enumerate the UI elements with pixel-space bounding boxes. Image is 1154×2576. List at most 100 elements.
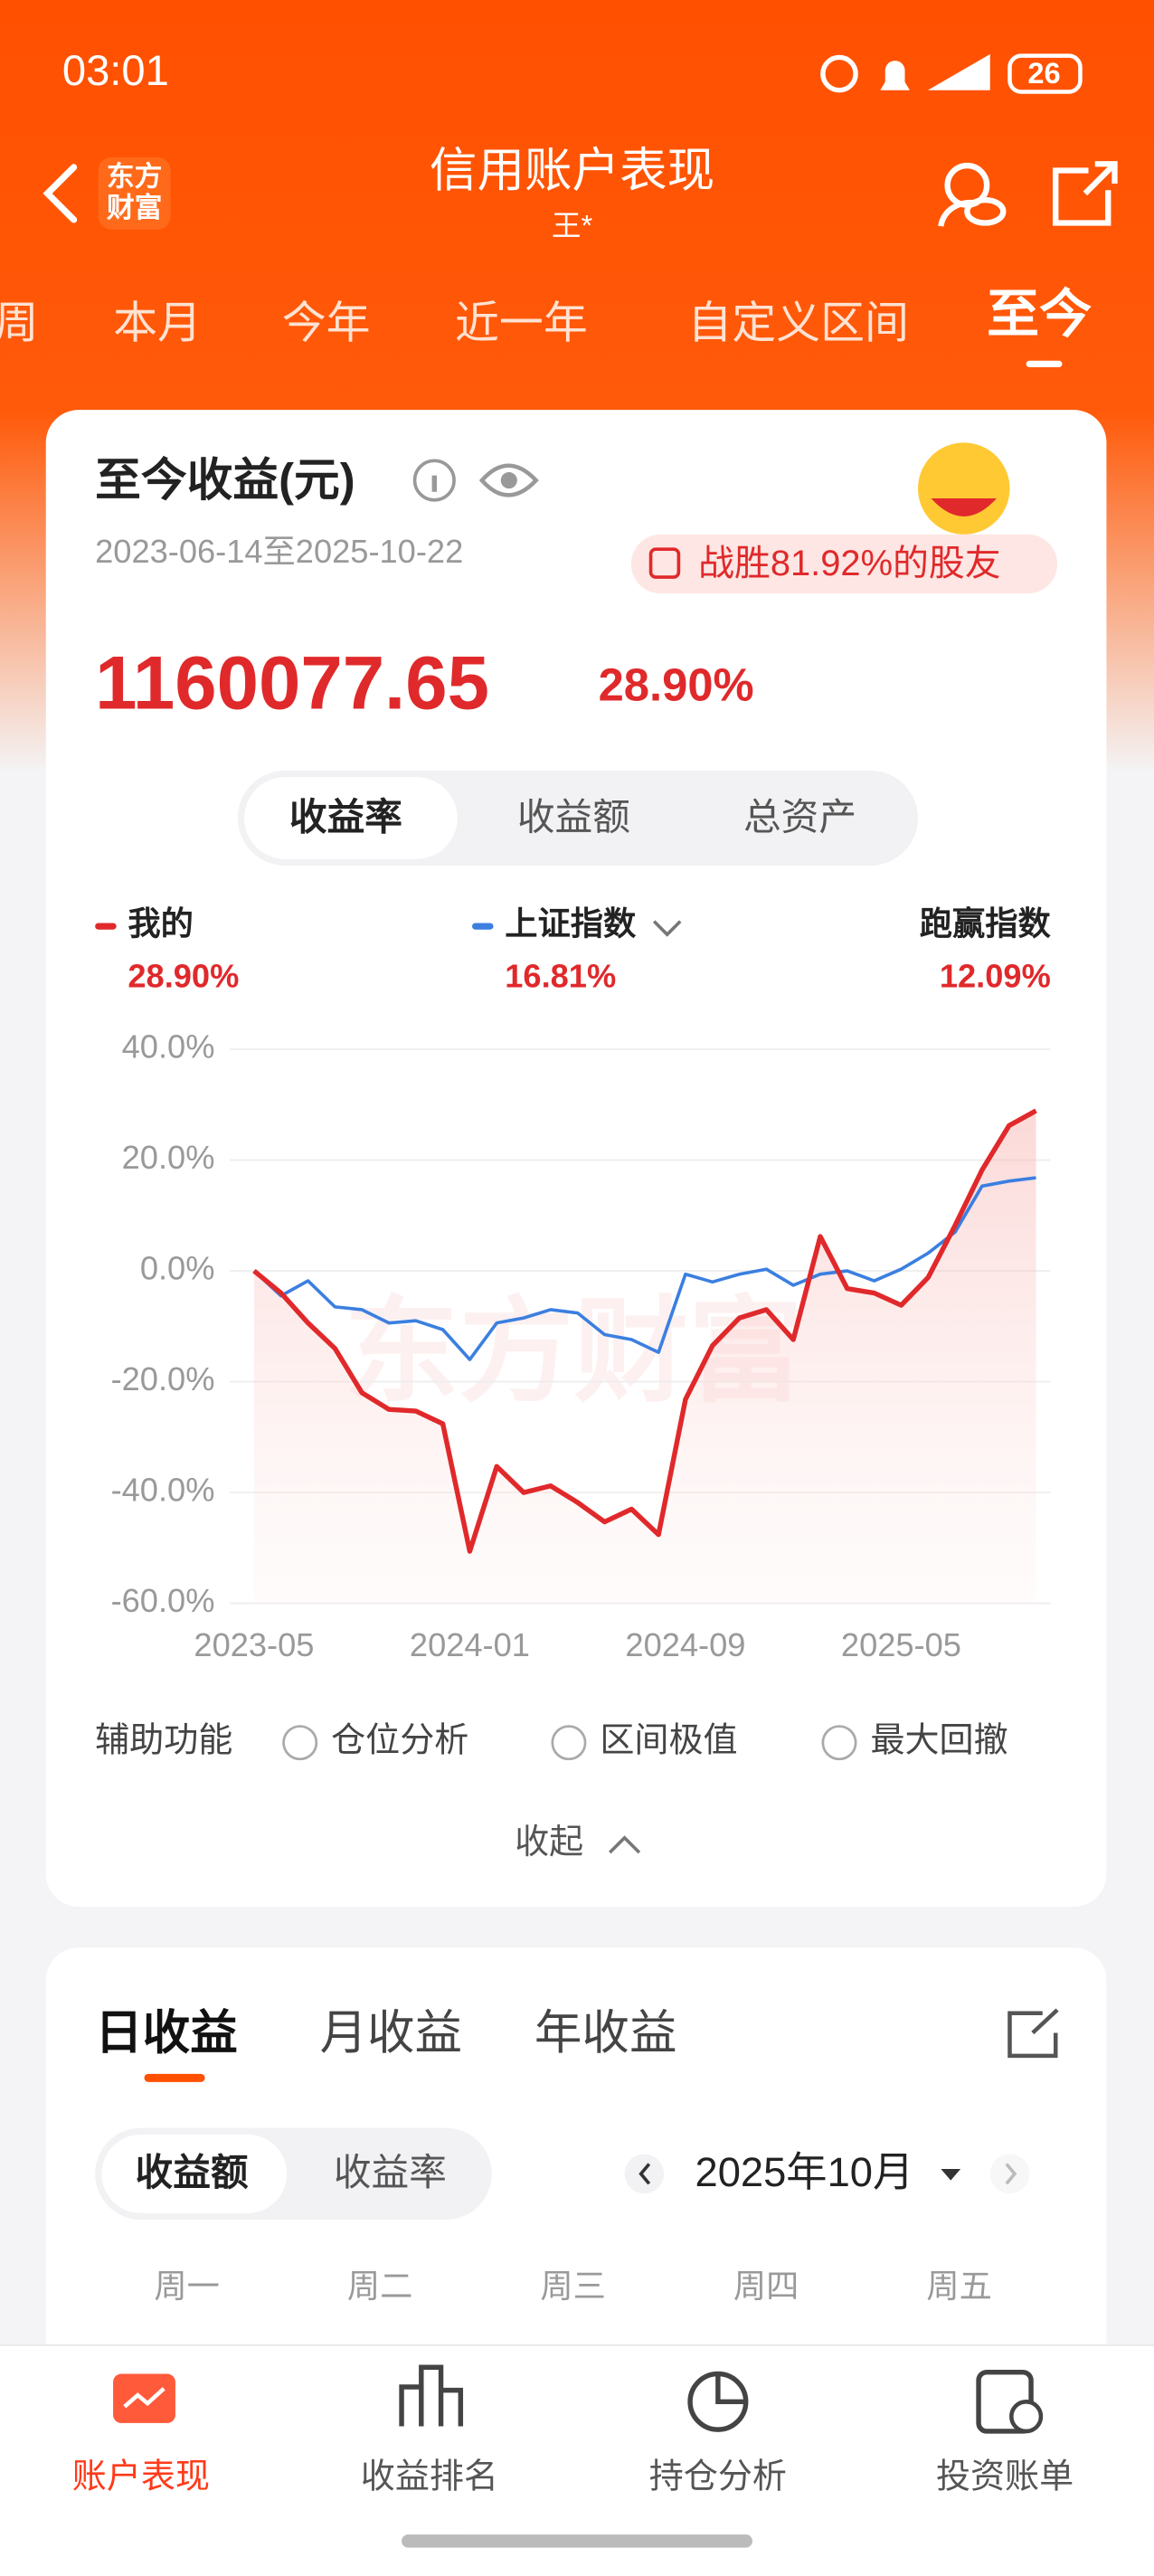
page-title: 信用账户表现 [430,144,714,197]
home-indicator [402,2534,752,2548]
series-line [252,1108,1037,1554]
tool-option[interactable]: 最大回撤 [870,1722,1007,1760]
earnings-card [45,1947,1107,2407]
plot: 40.0% 20.0% 0.0% -20.0% -40.0% -60.0% 2023-05 2… [111,1028,1051,1663]
month[interactable]: 2025年10月 [695,2149,914,2195]
legend-swatch [95,923,117,930]
x-tick-label: 2025-05 [841,1626,961,1663]
prev-icon [638,2163,651,2185]
weekday: 周三 [540,2268,606,2305]
nav-label[interactable]: 收益排名 [361,2458,498,2496]
user-icon[interactable] [938,162,1007,227]
month-dropdown[interactable] [941,2168,961,2181]
bottom-nav-border [0,2344,1154,2346]
earnings-tab[interactable]: 月收益 [319,2006,462,2060]
period-tabs: 周 本月 今年 近一年 自定义区间 至今 [0,285,1092,348]
series-line [252,1176,1036,1361]
emoji-mouth [931,498,997,516]
mute-icon [880,61,910,90]
next-icon [1005,2163,1017,2185]
next-month[interactable] [989,2154,1030,2194]
x-tick-label: 2024-01 [410,1626,530,1663]
toggle-option[interactable]: 总资产 [743,795,856,838]
alarm-icon [820,54,858,93]
toggle-option[interactable]: 收益额 [517,795,630,838]
y-tick-label: -40.0% [111,1472,215,1509]
outperform-value: 12.09% [940,958,1051,995]
badge-icon [648,547,681,579]
nav-icon [399,2364,464,2427]
toggle-option[interactable]: 收益率 [289,795,402,838]
y-tick-label: 20.0% [122,1139,215,1176]
collapse[interactable]: 收起 [515,1823,583,1861]
earnings-tabs: 日收益 月收益 年收益 [95,2006,676,2060]
battery-icon [1007,53,1083,94]
tool-option[interactable]: 区间极值 [600,1722,737,1760]
nav-label[interactable]: 持仓分析 [649,2458,787,2496]
badge-text: 战胜81.92%的股友 [698,544,1000,583]
weekday: 周四 [733,2268,799,2305]
radio[interactable] [821,1725,857,1761]
toggle-option[interactable]: 收益额 [136,2151,249,2193]
y-tick-label: 0.0% [140,1250,215,1287]
y-tick-label: -60.0% [111,1582,215,1619]
earnings-toggle-active [101,2134,288,2213]
share-icon[interactable] [1053,161,1118,226]
period-tab[interactable]: 近一年 [455,299,588,348]
back-button[interactable] [43,164,78,223]
area [253,1111,1036,1604]
period-tab[interactable]: 今年 [282,299,371,348]
nav-icon-line [123,2387,166,2409]
legend-name: 我的 [128,905,194,942]
eye-icon[interactable] [478,463,539,497]
tools-label: 辅助功能 [95,1722,232,1760]
weekday: 周一 [154,2268,220,2305]
battery-level: 26 [1027,56,1060,90]
earnings-tab[interactable]: 日收益 [95,2006,238,2060]
period-tab[interactable]: 至今 [987,285,1092,344]
period-tab[interactable]: 周 [0,299,39,348]
x-tick-label: 2024-09 [625,1626,745,1663]
tools: 仓位分析 区间极值 最大回撤 [282,1722,1008,1761]
info-icon[interactable] [412,459,456,502]
period-tab[interactable]: 自定义区间 [687,299,909,348]
total-rate: 28.90% [599,659,754,711]
nav-label[interactable]: 投资账单 [936,2458,1074,2496]
eye-pupil [500,472,517,489]
time: 03:01 [62,46,169,94]
x-tick-label: 2023-05 [194,1626,314,1663]
y-tick-label: -20.0% [111,1360,215,1397]
legend-value: 16.81% [505,958,616,995]
legend-name: 上证指数 [505,905,637,942]
index-dropdown[interactable] [652,920,682,937]
legend-swatch [472,923,494,930]
toggle-option[interactable]: 收益率 [334,2151,447,2193]
earnings-tab[interactable]: 年收益 [534,2006,677,2060]
legend-value: 28.90% [128,958,239,995]
nav-icon-coin [1009,2400,1044,2434]
logo-text: 财富 [107,192,163,223]
card-title: 至今收益(元) [95,454,355,506]
weekday: 周五 [926,2268,992,2305]
period-tab[interactable]: 本月 [113,299,202,348]
account-name: 王* [552,209,593,242]
nav-label[interactable]: 账户表现 [72,2458,210,2496]
emoji [918,442,1010,535]
radio[interactable] [551,1725,587,1761]
outperform-label: 跑赢指数 [920,905,1052,942]
collapse-icon [608,1835,641,1854]
legend: 我的 28.90% 上证指数 16.81% [95,905,637,995]
weekdays: 周一 周二 周三 周四 周五 [154,2268,992,2305]
total-profit: 1160077.65 [95,640,489,724]
radio[interactable] [282,1725,318,1761]
y-tick-label: 40.0% [122,1028,215,1065]
tool-option[interactable]: 仓位分析 [331,1722,468,1760]
earnings-tab-indicator [144,2073,205,2082]
prev-month[interactable] [624,2154,665,2194]
badge[interactable] [630,534,1058,594]
logo-text: 东方 [107,161,163,193]
logo [98,157,171,230]
earnings-share[interactable] [1007,2008,1059,2059]
